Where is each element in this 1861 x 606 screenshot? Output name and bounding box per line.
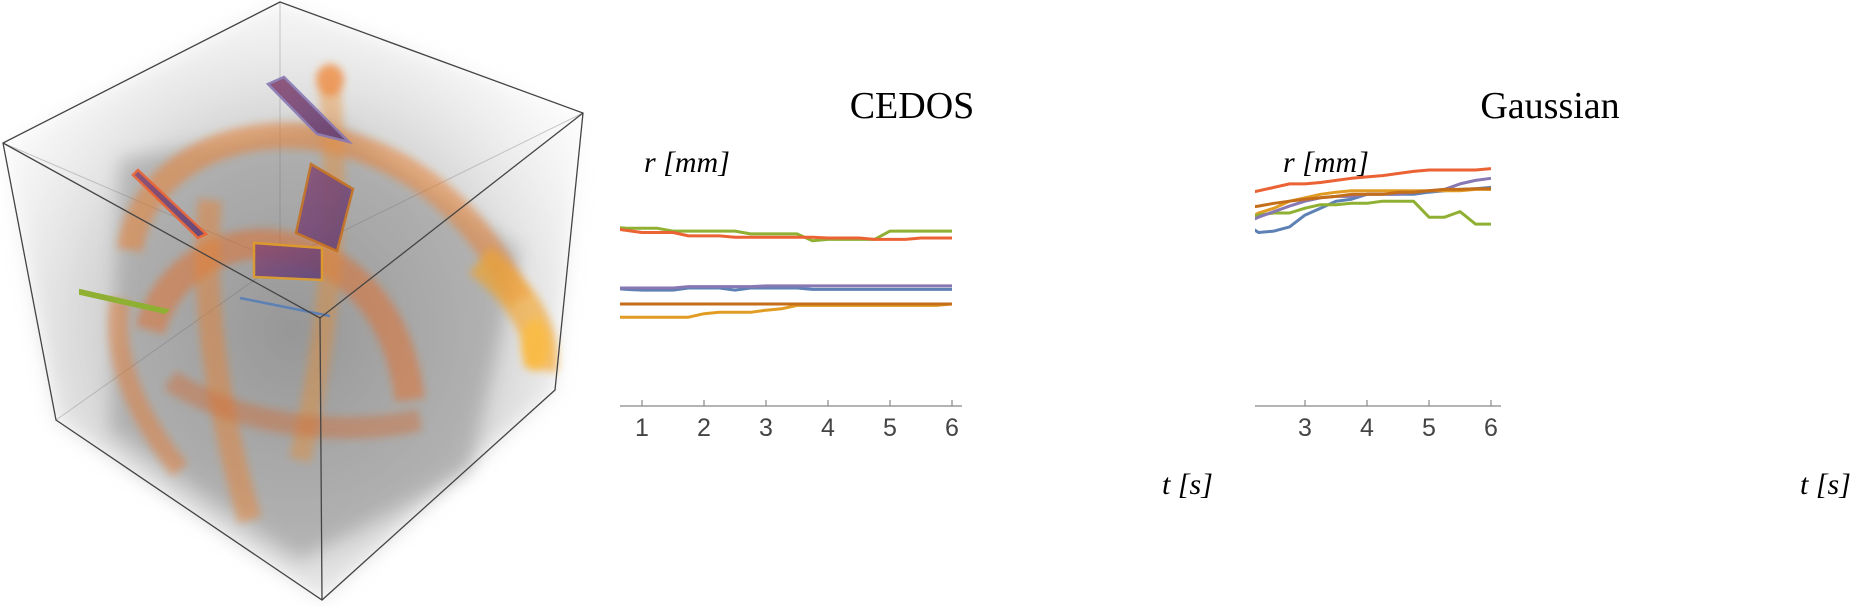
x-tick-label: 4 — [1360, 414, 1374, 442]
x-tick-label: 5 — [1422, 414, 1436, 442]
x-axis-label: t [s] — [1800, 468, 1851, 501]
chart-cedos: CEDOS r [mm] t [s] 0123456123 — [620, 0, 1230, 606]
y-axis-label: r [mm] — [644, 146, 730, 179]
x-tick-label: 1 — [635, 414, 649, 442]
axes — [1255, 400, 1501, 407]
cross-section-planes — [79, 75, 355, 318]
tick-labels: 0123456123 — [635, 414, 959, 442]
axes — [620, 400, 962, 407]
chart-title: CEDOS — [850, 85, 975, 127]
x-tick-label: 2 — [697, 414, 711, 442]
x-tick-label: 6 — [945, 414, 959, 442]
x-tick-label: 3 — [759, 414, 773, 442]
series-line-3 — [1255, 199, 1491, 226]
series-line-3 — [620, 226, 952, 243]
series-lines — [620, 226, 953, 319]
y-axis-label: r [mm] — [1283, 146, 1369, 179]
chart-title: Gaussian — [1480, 85, 1619, 127]
series-lines — [1255, 167, 1492, 234]
series-line-6 — [1255, 187, 1491, 209]
series-line-2 — [1255, 187, 1491, 217]
series-line-2 — [620, 302, 953, 319]
x-tick-label: 5 — [883, 414, 897, 442]
chart-gaussian: Gaussian r [mm] t [s] 0123456123 — [1255, 0, 1861, 606]
x-tick-label: 6 — [1484, 414, 1498, 442]
x-axis-label: t [s] — [1162, 468, 1213, 501]
x-tick-label: 3 — [1298, 414, 1312, 442]
x-tick-label: 4 — [821, 414, 835, 442]
series-line-5 — [620, 284, 952, 290]
volume-render-cube-icon — [0, 0, 600, 606]
series-line-1 — [620, 286, 952, 292]
series-line-4 — [1255, 167, 1492, 194]
tick-labels: 0123456123 — [1298, 414, 1498, 442]
series-line-4 — [620, 228, 952, 241]
cube-front-edges — [2, 1, 584, 601]
